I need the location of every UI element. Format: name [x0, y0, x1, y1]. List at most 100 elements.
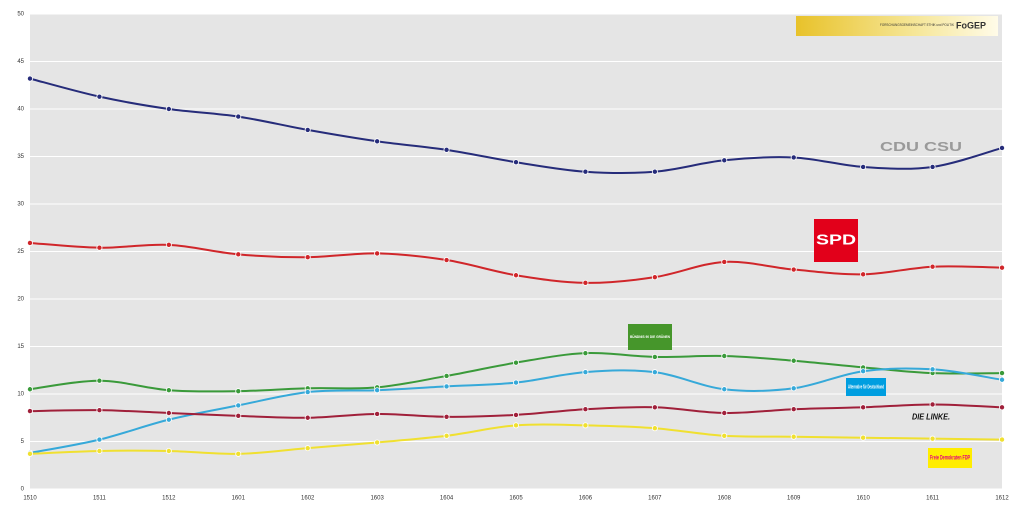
data-point — [304, 389, 311, 396]
y-tick-label: 10 — [17, 392, 24, 398]
data-point — [651, 168, 658, 175]
logo-text: FORSCHUNGSGEMEINSCHAFT ETHIK und POLITIK — [880, 22, 954, 27]
y-tick-label: 25 — [17, 249, 24, 255]
data-point — [790, 406, 797, 413]
data-point — [165, 241, 172, 248]
data-point — [304, 445, 311, 452]
data-point — [790, 266, 797, 273]
data-point — [235, 251, 242, 258]
logo-box — [796, 16, 998, 36]
legend-label: DIE LINKE. — [912, 413, 950, 422]
data-point — [443, 432, 450, 439]
x-tick-label: 1606 — [579, 496, 593, 502]
party-logo: DIE LINKE. — [912, 413, 950, 422]
party-logo: Alternative für Deutschland — [846, 378, 886, 396]
y-tick-label: 20 — [17, 297, 24, 303]
data-point — [513, 159, 520, 166]
data-point — [26, 75, 33, 82]
data-point — [26, 386, 33, 393]
data-point — [165, 409, 172, 416]
y-tick-label: 45 — [17, 59, 24, 65]
logo-box — [846, 378, 886, 396]
x-tick-label: 1609 — [787, 496, 801, 502]
data-point — [26, 408, 33, 415]
logo-box — [628, 324, 672, 350]
data-point — [235, 113, 242, 120]
logo-name: FoGEP — [956, 20, 986, 30]
data-point — [582, 168, 589, 175]
data-point — [860, 271, 867, 278]
data-point — [374, 387, 381, 394]
x-tick-label: 1512 — [162, 496, 176, 502]
data-point — [721, 409, 728, 416]
data-point — [860, 404, 867, 411]
party-logo: Freie Demokraten FDP — [928, 448, 972, 468]
data-point — [582, 279, 589, 286]
data-point — [443, 372, 450, 379]
data-point — [513, 359, 520, 366]
data-point — [443, 146, 450, 153]
data-point — [929, 163, 936, 170]
data-point — [651, 353, 658, 360]
data-point — [582, 406, 589, 413]
data-point — [96, 93, 103, 100]
x-tick-label: 1604 — [440, 496, 454, 502]
x-tick-label: 1601 — [232, 496, 246, 502]
data-point — [790, 357, 797, 364]
data-point — [304, 254, 311, 261]
party-logo: CDU CSU — [880, 139, 962, 154]
data-point — [860, 163, 867, 170]
data-point — [96, 244, 103, 251]
data-point — [582, 422, 589, 429]
data-point — [651, 274, 658, 281]
data-point — [443, 413, 450, 420]
data-point — [999, 370, 1006, 377]
data-point — [235, 388, 242, 395]
x-tick-label: 1611 — [926, 496, 940, 502]
data-point — [999, 404, 1006, 411]
data-point — [165, 106, 172, 113]
legend-label: BÜNDNIS 90 DIE GRÜNEN — [630, 334, 670, 339]
data-point — [651, 404, 658, 411]
data-point — [721, 352, 728, 359]
data-point — [374, 439, 381, 446]
data-point — [721, 157, 728, 164]
data-point — [26, 450, 33, 457]
data-point — [304, 126, 311, 133]
data-point — [929, 366, 936, 373]
x-tick-label: 1612 — [995, 496, 1009, 502]
legend-label: CDU CSU — [880, 139, 962, 154]
y-tick-label: 15 — [17, 344, 24, 350]
data-point — [235, 402, 242, 409]
data-point — [96, 377, 103, 384]
x-tick-label: 1510 — [23, 496, 37, 502]
x-tick-label: 1602 — [301, 496, 315, 502]
data-point — [513, 411, 520, 418]
data-point — [790, 433, 797, 440]
data-point — [513, 379, 520, 386]
data-point — [929, 263, 936, 270]
party-logo: SPD — [814, 219, 858, 262]
data-point — [96, 436, 103, 443]
data-point — [235, 412, 242, 419]
source-logo: FORSCHUNGSGEMEINSCHAFT ETHIK und POLITIK… — [796, 16, 998, 36]
data-point — [304, 414, 311, 421]
y-tick-label: 0 — [21, 487, 25, 493]
data-point — [721, 258, 728, 265]
data-point — [96, 447, 103, 454]
x-tick-label: 1511 — [93, 496, 107, 502]
x-tick-label: 1610 — [856, 496, 870, 502]
legend-label: Alternative für Deutschland — [848, 384, 884, 390]
data-point — [999, 376, 1006, 383]
data-point — [860, 434, 867, 441]
logo-box — [814, 219, 858, 262]
legend-label: SPD — [816, 231, 856, 248]
y-tick-label: 30 — [17, 202, 24, 208]
data-point — [860, 368, 867, 375]
data-point — [165, 447, 172, 454]
x-tick-label: 1605 — [509, 496, 523, 502]
y-tick-label: 50 — [17, 12, 24, 18]
data-point — [651, 425, 658, 432]
x-tick-label: 1607 — [648, 496, 662, 502]
data-point — [374, 410, 381, 417]
